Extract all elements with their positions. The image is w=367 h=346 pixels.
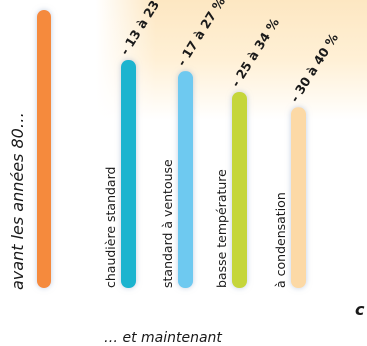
bar-3 xyxy=(232,92,247,288)
baseline-bar xyxy=(37,10,51,288)
bar-1 xyxy=(121,60,136,288)
bars-group xyxy=(121,60,306,288)
baseline-label: avant les années 80… xyxy=(8,112,27,290)
savings-label-3: - 25 à 34 % xyxy=(228,15,282,90)
bar-4 xyxy=(291,107,306,288)
savings-labels: - 13 à 23 % - 17 à 27 % - 25 à 34 % - 30 à … xyxy=(117,0,341,105)
category-label-3: basse température xyxy=(214,169,229,288)
savings-label-2: - 17 à 27 % xyxy=(174,0,228,69)
category-label-1: chaudière standard xyxy=(103,167,118,288)
bar-2 xyxy=(178,71,193,288)
footer-label: … et maintenant xyxy=(104,330,222,346)
category-label-2: standard à ventouse xyxy=(160,159,175,288)
cropped-text: c xyxy=(355,300,365,319)
category-label-4: à condensation xyxy=(273,192,288,288)
savings-label-4: - 30 à 40 % xyxy=(287,30,341,105)
savings-label-1: - 13 à 23 % xyxy=(117,0,171,58)
category-labels: chaudière standard standard à ventouse bas… xyxy=(103,159,288,288)
